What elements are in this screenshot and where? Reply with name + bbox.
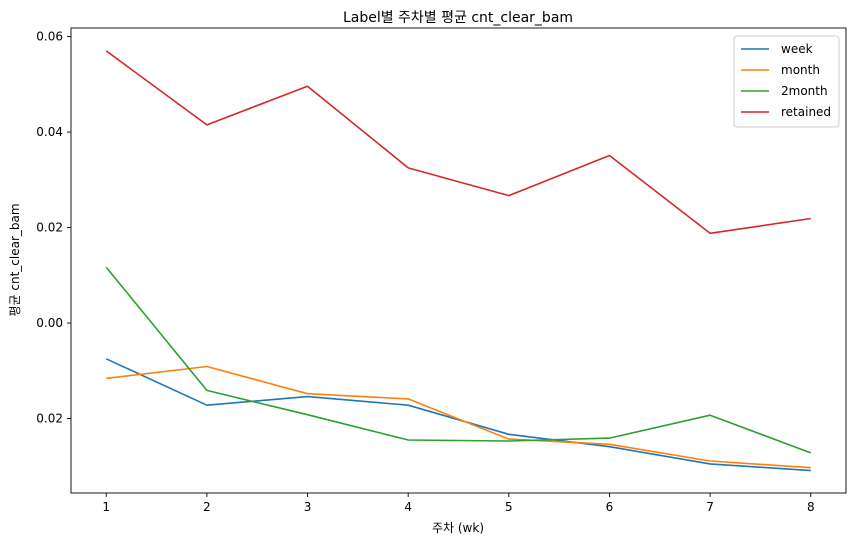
legend: week month 2month retained (733, 35, 840, 128)
y-tick-label: 0.06 (36, 30, 63, 44)
x-tick-label: 1 (102, 500, 110, 514)
x-tick-label: 3 (304, 500, 312, 514)
x-tick-label: 5 (505, 500, 513, 514)
x-axis-title: 주차 (wk) (432, 521, 484, 535)
series-line-retained (105, 50, 811, 235)
legend-label-week: week (781, 42, 813, 56)
series-line-month (106, 365, 811, 469)
chart-title: Label별 주차별 평균 cnt_clear_bam (343, 10, 573, 26)
x-tick-label: 4 (404, 500, 412, 514)
x-tick-label: 8 (807, 500, 815, 514)
x-tick-label: 6 (606, 500, 614, 514)
y-tick-label: 0.00 (36, 316, 63, 330)
legend-box (733, 35, 840, 128)
legend-label-2month: 2month (781, 84, 828, 98)
legend-label-retained: retained (781, 105, 831, 119)
y-axis-title: 평균 cnt_clear_bam (8, 203, 22, 316)
x-tick-label: 2 (203, 500, 211, 514)
y-tick-label: 0.04 (36, 125, 63, 139)
y-tick-label: 0.02 (36, 412, 63, 426)
y-tick-label: 0.02 (36, 221, 63, 235)
legend-label-month: month (781, 63, 820, 77)
plot-area: 1 2 3 4 5 6 7 8 0.06 0.04 0.02 0.00 0.02 (36, 30, 814, 514)
series-line-2month (105, 266, 812, 454)
x-tick-label: 7 (706, 500, 714, 514)
plot-frame (70, 27, 847, 494)
